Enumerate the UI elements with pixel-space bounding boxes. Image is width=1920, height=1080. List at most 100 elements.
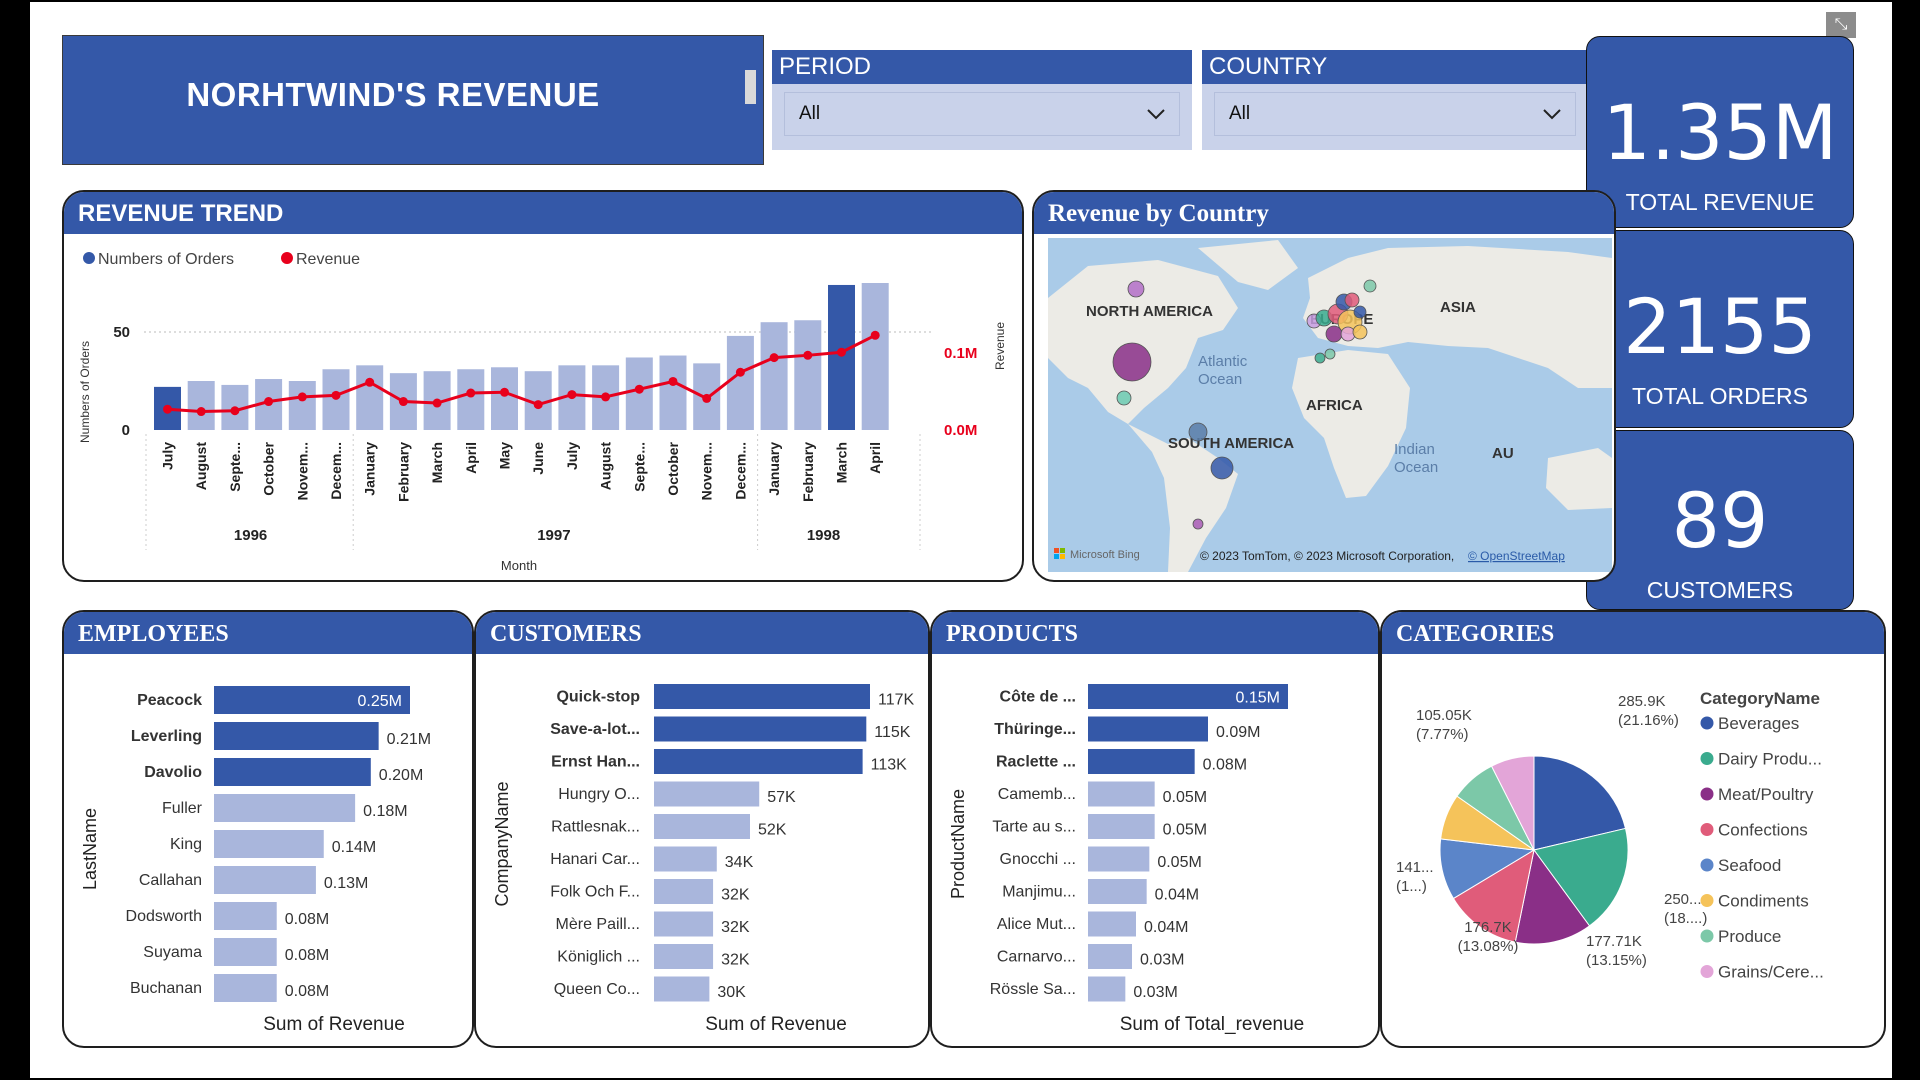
kpi-value: 2155 (1623, 282, 1817, 371)
country-slicer-label: COUNTRY (1202, 50, 1586, 84)
bar-category-label: Côte de ... (1000, 689, 1076, 706)
revenue-point (533, 400, 543, 410)
bar-value-label: 0.08M (285, 911, 329, 928)
legend-marker (1700, 965, 1714, 978)
bar (214, 794, 356, 822)
period-slicer-label: PERIOD (772, 50, 1192, 84)
bar-category-label: Camemb... (998, 786, 1076, 803)
kpi-total-revenue: 1.35M TOTAL REVENUE (1586, 36, 1854, 228)
kpi-label: TOTAL ORDERS (1632, 383, 1808, 409)
country-dropdown[interactable]: All (1214, 92, 1576, 136)
x-tick-label: April (867, 442, 883, 474)
x-tick-label: March (834, 442, 850, 483)
revenue-point (432, 398, 442, 408)
bing-logo-icon (1054, 554, 1059, 559)
x-tick-label: August (193, 442, 209, 491)
country-dropdown-value: All (1229, 103, 1251, 124)
chevron-down-icon (1543, 109, 1561, 120)
categories-title: CATEGORIES (1382, 612, 1884, 654)
period-dropdown-value: All (799, 103, 821, 124)
map-bubble (1352, 324, 1368, 340)
period-dropdown[interactable]: All (784, 92, 1180, 136)
revenue-point (837, 347, 846, 357)
pie-slice (1533, 755, 1627, 851)
bar (654, 814, 750, 839)
x-tick-label: January (362, 442, 378, 496)
bar-value-label: 0.08M (285, 947, 329, 964)
focus-mode-icon[interactable]: ⤡ (1826, 12, 1856, 38)
title-scrollbar[interactable] (745, 70, 756, 104)
orders-bar (760, 322, 788, 430)
pie-data-label: (13.15%) (1586, 952, 1647, 969)
products-bar-chart[interactable]: Côte de ... 0.15M Thüringe... 0.09M Raclette… (932, 654, 1378, 1046)
report-title: NORHTWIND'S REVENUE (186, 76, 600, 113)
bar (654, 781, 760, 807)
map-region-label: Indian (1394, 441, 1435, 458)
bar-value-label: 0.21M (387, 731, 431, 748)
map-region-label: SOUTH AMERICA (1168, 435, 1294, 452)
bar-category-label: Alice Mut... (997, 916, 1076, 933)
bar (214, 902, 277, 930)
x-tick-label: Septe... (227, 442, 243, 492)
bar-value-label: 0.20M (379, 767, 423, 784)
pie-data-label: (1...) (1396, 878, 1427, 895)
map-bubble (1127, 280, 1145, 298)
x-tick-label: May (497, 442, 513, 469)
map-bubble (1344, 292, 1360, 308)
bar-value-label: 0.14M (332, 839, 376, 856)
x-tick-label: October (665, 441, 681, 495)
revenue-trend-panel: REVENUE TREND Numbers of Orders Revenue Nu… (62, 190, 1024, 582)
bar-category-label: Suyama (143, 944, 202, 961)
bar (654, 879, 714, 904)
map-greenland (1198, 240, 1298, 290)
bar-value-label: 32K (721, 952, 750, 969)
bar (654, 716, 867, 742)
products-panel: PRODUCTS Côte de ... 0.15M Thüringe... 0.09… (930, 610, 1380, 1048)
pie-data-label: (18....) (1664, 910, 1707, 927)
bar (1088, 716, 1208, 742)
bar-category-label: Rössle Sa... (990, 981, 1076, 998)
y-axis-title: ProductName (948, 789, 968, 899)
revenue-point (398, 397, 408, 407)
bar-category-label: Folk Och F... (550, 884, 640, 901)
employees-bar-chart[interactable]: Peacock 0.25M Leverling 0.21M Davolio 0.20M Fu… (64, 654, 472, 1046)
bar-value-label: 0.04M (1155, 887, 1199, 904)
x-tick-label: October (261, 441, 277, 495)
orders-bar (861, 283, 889, 430)
bar-value-label: 0.15M (1236, 690, 1280, 707)
legend-marker (1700, 752, 1714, 765)
categories-pie-chart[interactable]: 285.9K (21.16%) 250.... (18....) 177.71K (13.… (1382, 654, 1884, 1046)
revenue-map[interactable]: NORTH AMERICAEUROPEASIAAtlanticOceanAFRI… (1048, 238, 1612, 572)
bar-value-label: 0.08M (285, 983, 329, 1000)
legend-label: Seafood (1718, 856, 1781, 875)
legend-label: Condiments (1718, 892, 1809, 911)
bar-category-label: Quick-stop (556, 689, 640, 706)
map-eurasia (1303, 246, 1612, 388)
x-tick-label: February (800, 442, 816, 502)
bar-category-label: Tarte au s... (992, 819, 1076, 836)
bar-value-label: 113K (871, 757, 908, 774)
report-title-box: NORHTWIND'S REVENUE (62, 35, 764, 165)
bar (1088, 814, 1155, 839)
revenue-trend-chart[interactable]: Numbers of Orders Revenue Numbers of Order… (64, 234, 1022, 580)
orders-bar (356, 365, 384, 430)
y-left-axis-title: Numbers of Orders (78, 341, 92, 443)
revenue-point (735, 367, 745, 377)
bar-value-label: 0.08M (1203, 757, 1247, 774)
revenue-trend-title: REVENUE TREND (64, 192, 1022, 234)
legend-marker (1700, 894, 1714, 907)
x-axis-title: Sum of Revenue (263, 1014, 405, 1035)
customers-bar-chart[interactable]: Quick-stop 117K Save-a-lot... 115K Ernst Han… (476, 654, 928, 1046)
revenue-point (163, 404, 172, 414)
bar-value-label: 32K (721, 919, 750, 936)
bar-value-label: 0.04M (1144, 919, 1188, 936)
bar-value-label: 0.18M (363, 803, 407, 820)
customers-title: CUSTOMERS (476, 612, 928, 654)
revenue-map-panel: Revenue by Country NORTH AMERICAEUROPEAS… (1032, 190, 1616, 582)
bar-category-label: Leverling (131, 728, 202, 745)
bar (1088, 781, 1155, 807)
bar (214, 866, 316, 894)
revenue-point (500, 387, 509, 397)
bar-category-label: Ernst Han... (551, 754, 640, 771)
pie-data-label: (7.77%) (1416, 726, 1469, 743)
